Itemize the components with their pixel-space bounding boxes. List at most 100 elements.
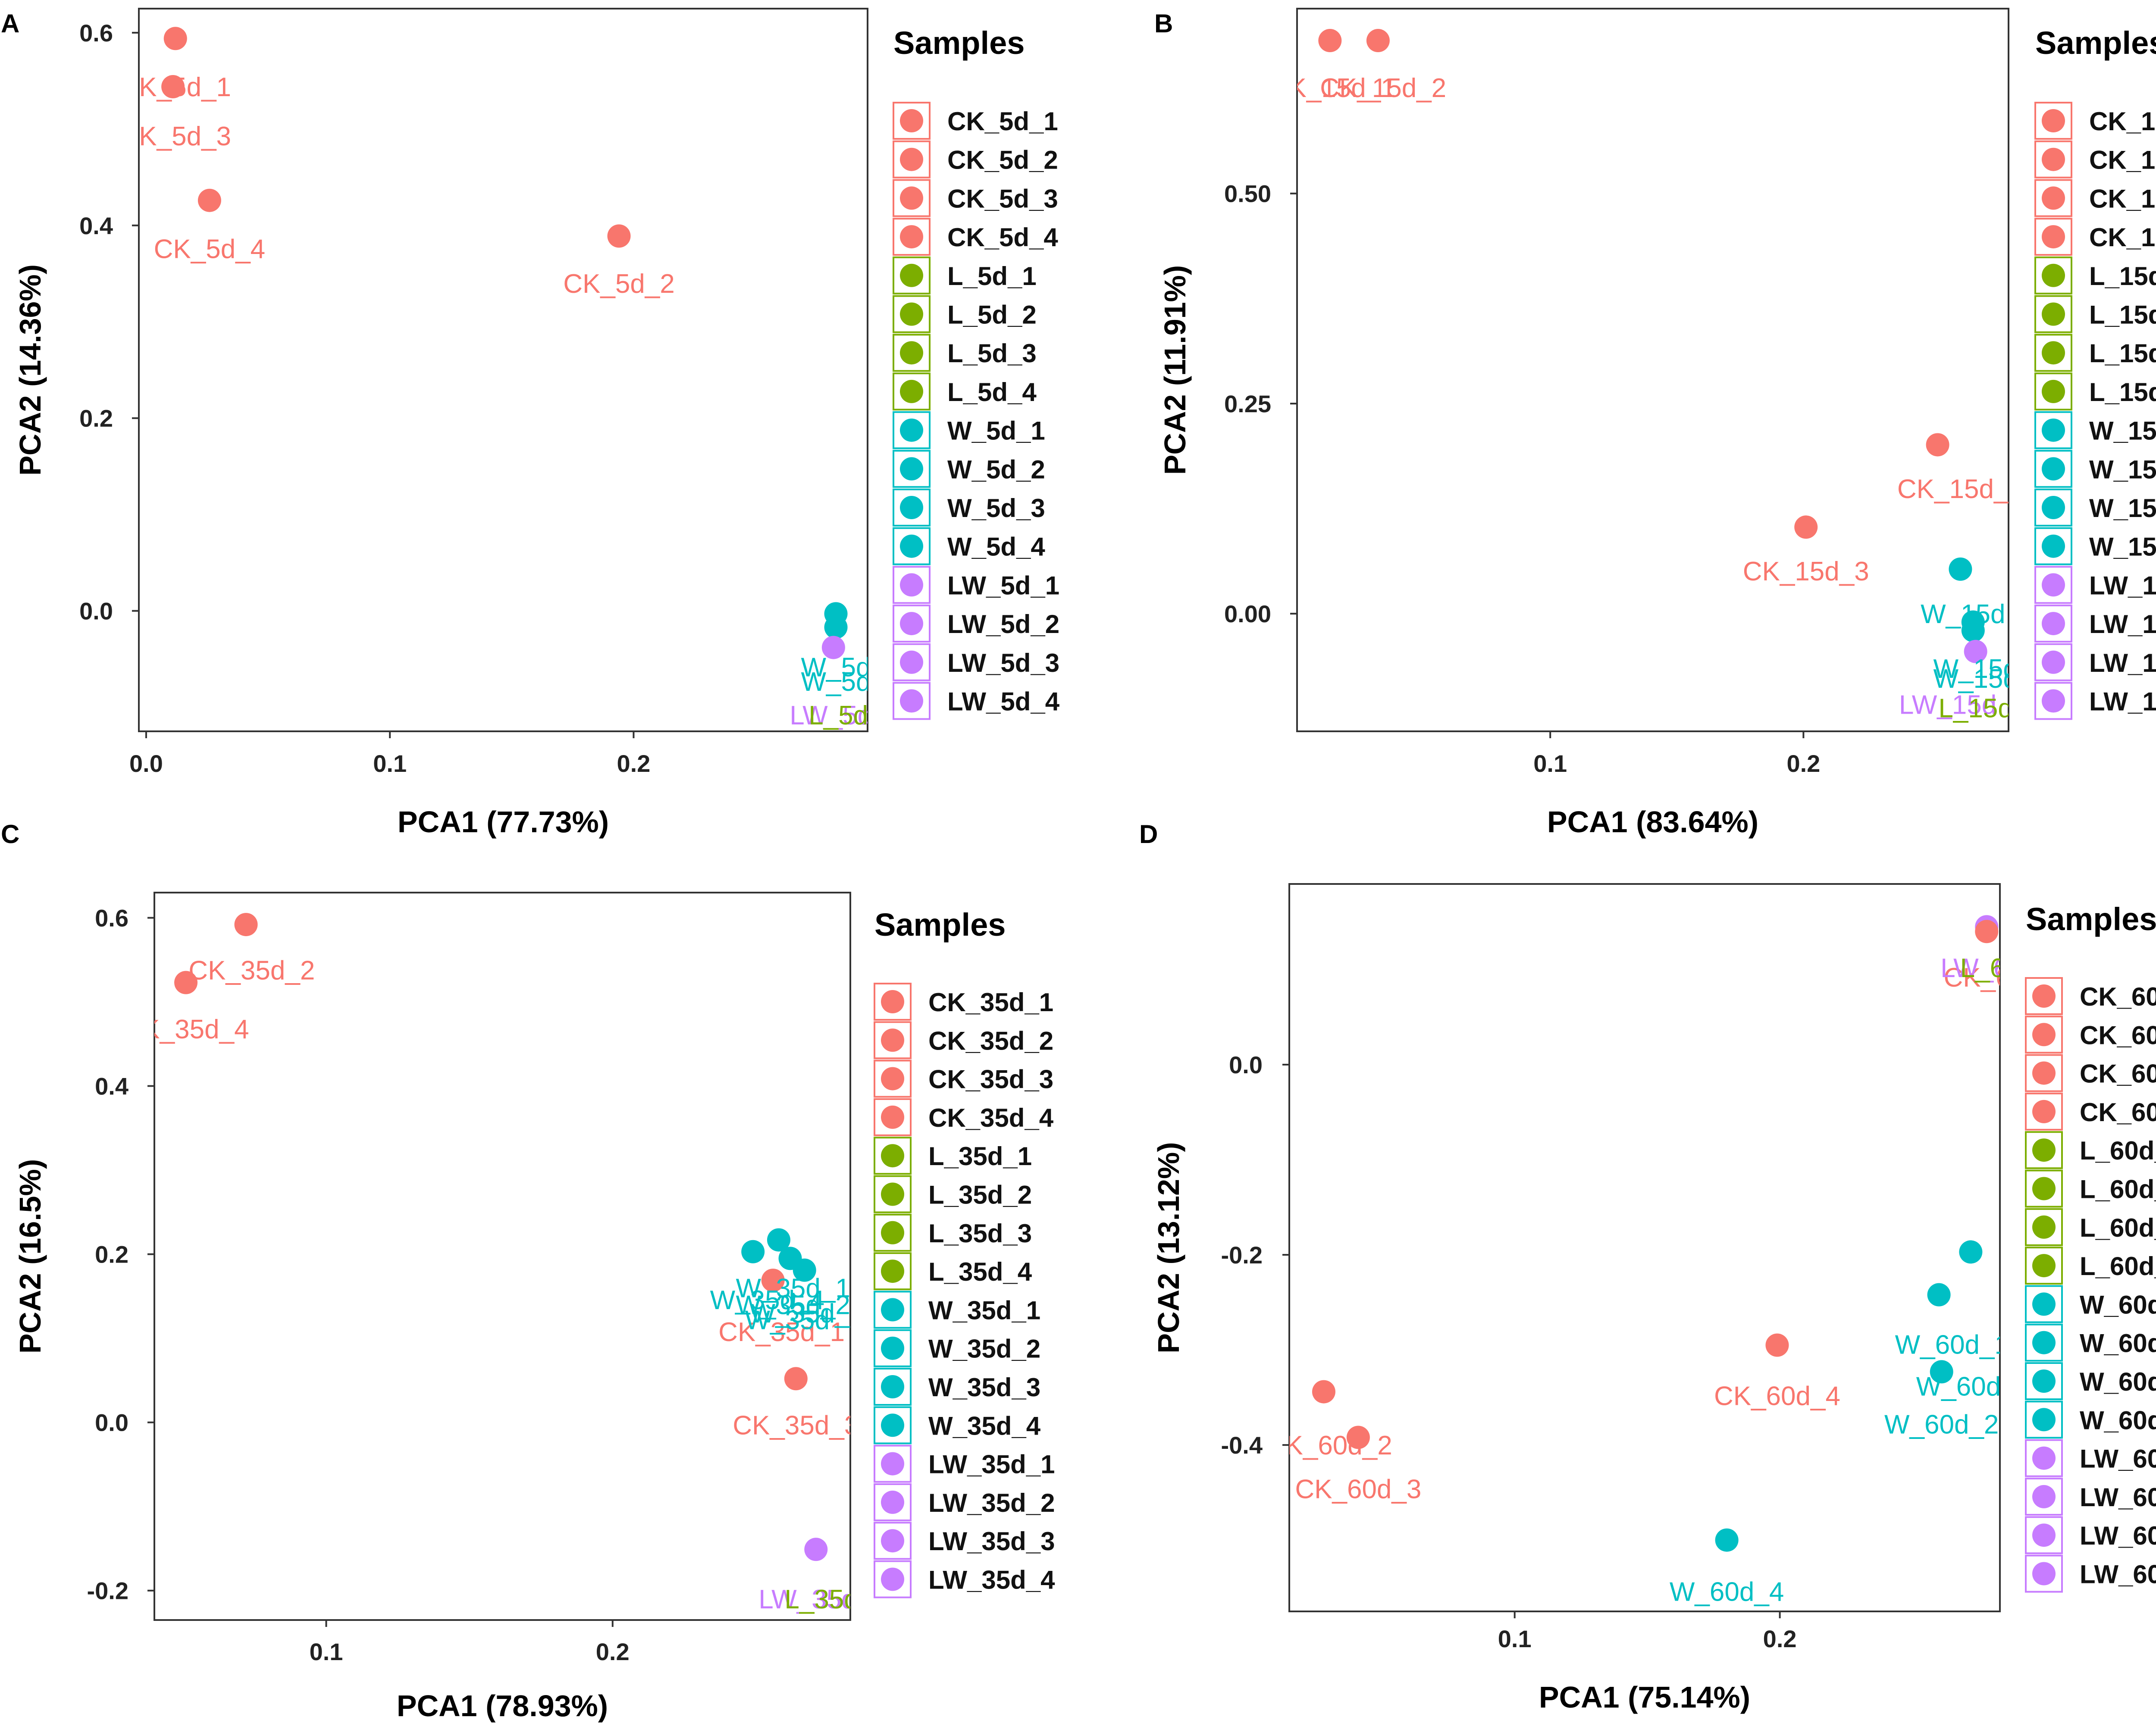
- data-point: [804, 1538, 828, 1561]
- legend-item: W_35d_3: [874, 1368, 1040, 1406]
- legend-item: W_5d_4: [893, 527, 1045, 565]
- legend-label: LW_5d_4: [947, 687, 1060, 716]
- legend-item: LW_15d_4: [2034, 682, 2156, 720]
- legend-label: W_35d_3: [928, 1373, 1040, 1402]
- data-point: [163, 27, 187, 50]
- y-axis-title: PCA2 (14.36%): [13, 264, 47, 476]
- legend-marker: [2042, 263, 2065, 287]
- legend-item: CK_5d_3: [893, 179, 1058, 217]
- point-label: CK_60d: [1944, 963, 2040, 993]
- legend-label: CK_15d_4: [2089, 223, 2156, 252]
- point-label: W_15d: [1933, 664, 2018, 694]
- legend-marker: [2032, 1177, 2056, 1200]
- legend-marker: [2042, 534, 2065, 558]
- y-tick-label: -0.2: [1221, 1241, 1263, 1269]
- point-label: LW_60d: [1940, 953, 2038, 983]
- y-tick-label: 0.0: [79, 598, 113, 625]
- legend-marker: [2042, 341, 2065, 365]
- legend-label: CK_35d_4: [928, 1103, 1054, 1132]
- data-point: [607, 224, 631, 248]
- y-tick-label: 0.4: [95, 1073, 128, 1100]
- data-point: [761, 1269, 785, 1292]
- legend-label: LW_35d_3: [928, 1527, 1055, 1556]
- plot-frame: [138, 8, 868, 732]
- legend-label: W_35d_4: [928, 1411, 1041, 1440]
- legend-marker: [2032, 1369, 2056, 1393]
- legend-item: LW_15d_2: [2034, 605, 2156, 643]
- legend-label: W_5d_4: [947, 533, 1045, 561]
- data-point: [784, 1367, 808, 1391]
- legend-item: L_5d_4: [893, 372, 1037, 411]
- x-tick-label: 0.1: [1533, 750, 1567, 777]
- x-tick-label: 0.2: [1763, 1625, 1797, 1652]
- point-label: W_35d_4: [710, 1285, 824, 1315]
- legend-label: CK_5d_1: [947, 107, 1058, 136]
- y-tick-label: -0.2: [87, 1577, 129, 1605]
- legend-item: LW_60d_4: [2025, 1554, 2156, 1593]
- legend-marker: [2032, 1331, 2056, 1354]
- legend-label: L_60d_2: [2080, 1175, 2156, 1204]
- legend-label: LW_60d_1: [2080, 1445, 2156, 1473]
- point-label: CK_15d_1: [1269, 73, 1396, 103]
- y-tick-label: 0.2: [95, 1241, 128, 1268]
- legend-marker: [881, 1067, 904, 1091]
- data-point: [1715, 1528, 1739, 1552]
- y-axis-title: PCA2 (13.12%): [1152, 1142, 1185, 1353]
- point-label: CK_15d_2: [1320, 73, 1446, 103]
- x-axis-title: PCA1 (75.14%): [1539, 1680, 1750, 1714]
- legend-marker: [2042, 689, 2065, 713]
- x-tick-label: 0.1: [310, 1638, 343, 1665]
- legend-item: L_60d_1: [2025, 1131, 2156, 1169]
- data-point: [161, 75, 185, 99]
- legend-label: LW_60d_4: [2080, 1560, 2156, 1589]
- x-tick-label: 0.1: [1498, 1625, 1532, 1652]
- legend-label: LW_5d_1: [947, 571, 1059, 600]
- x-axis-title: PCA1 (78.93%): [397, 1689, 608, 1723]
- data-point: [1318, 29, 1342, 53]
- point-label: W_35d: [745, 1306, 830, 1335]
- data-point: [1961, 619, 1985, 642]
- y-tick-label: 0.4: [79, 212, 113, 239]
- x-tick-label: 0.2: [1786, 750, 1820, 777]
- legend-marker: [900, 109, 923, 132]
- point-label: W_35d_3: [750, 1299, 865, 1329]
- point-label: W_5d: [801, 667, 871, 697]
- legend-label: CK_15d_3: [2089, 184, 2156, 213]
- legend-item: LW_5d_4: [893, 682, 1060, 720]
- data-point: [1926, 433, 1949, 457]
- legend-label: L_5d_4: [947, 378, 1037, 407]
- point-label: W_15d: [1933, 654, 2018, 684]
- legend-marker: [2042, 612, 2065, 636]
- y-axis-title: PCA2 (11.91%): [1158, 265, 1192, 475]
- panel-label: A: [1, 9, 19, 38]
- legend-key: [893, 295, 931, 333]
- data-point: [1959, 1240, 1983, 1264]
- legend-label: L_15d_1: [2089, 262, 2156, 291]
- point-label: W_35d_1: [736, 1274, 850, 1304]
- legend-item: CK_15d_1: [2034, 102, 2156, 140]
- legend-marker: [881, 1452, 904, 1476]
- legend-key: [874, 1098, 912, 1136]
- legend-item: L_5d_2: [893, 295, 1037, 333]
- legend-item: LW_5d_2: [893, 605, 1059, 643]
- data-point: [824, 615, 848, 639]
- legend-label: LW_60d_3: [2080, 1521, 2156, 1550]
- legend-label: LW_15d_1: [2089, 571, 2156, 600]
- data-point: [741, 1240, 765, 1263]
- legend-label: LW_5d_2: [947, 610, 1059, 639]
- legend-item: LW_15d_1: [2034, 566, 2156, 604]
- data-point: [1949, 557, 1972, 581]
- point-label: CK_35d_4: [123, 1015, 249, 1044]
- point-label: CK_60d_4: [1714, 1381, 1840, 1411]
- legend-item: CK_35d_4: [874, 1098, 1054, 1136]
- legend-key: [893, 256, 931, 295]
- legend-item: W_15d_1: [2034, 411, 2156, 449]
- point-label: L_35d: [784, 1585, 859, 1614]
- y-tick-label: -0.4: [1221, 1432, 1263, 1459]
- legend-title: Samples: [874, 907, 1006, 943]
- y-tick-label: 0.50: [1224, 180, 1271, 207]
- legend-marker: [2032, 1292, 2056, 1316]
- point-label: W_60d_1: [1895, 1330, 2009, 1360]
- y-tick-label: 0.00: [1224, 600, 1271, 627]
- legend-item: LW_60d_2: [2025, 1477, 2156, 1516]
